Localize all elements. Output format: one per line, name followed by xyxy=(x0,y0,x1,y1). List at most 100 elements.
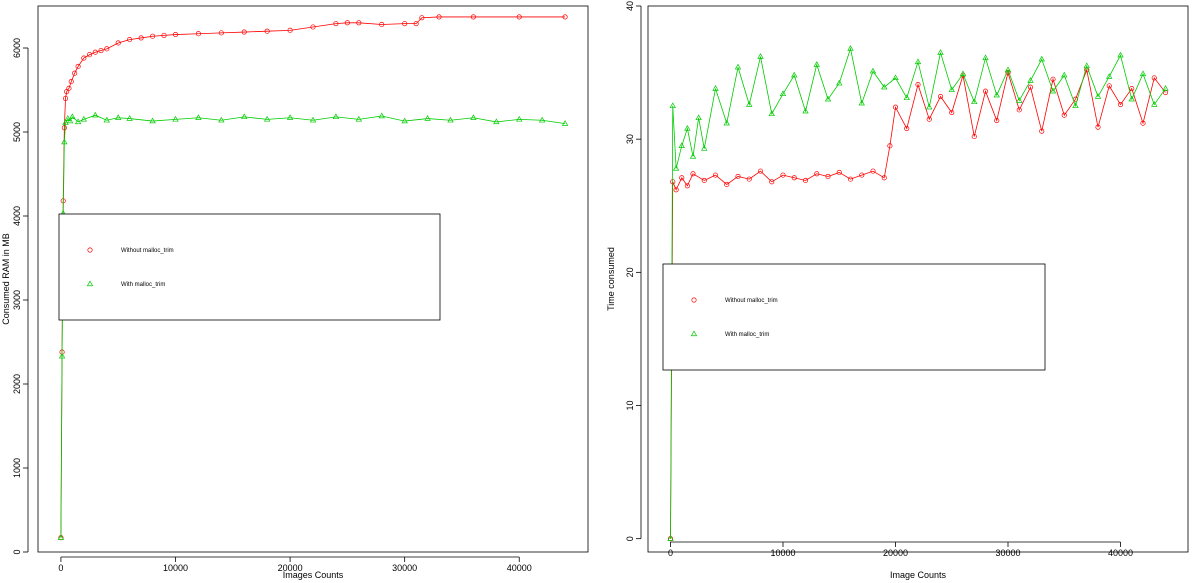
x-axis: 0 10000 20000 30000 40000 xyxy=(58,556,532,573)
data-point xyxy=(926,103,933,110)
data-point xyxy=(74,118,82,125)
data-point xyxy=(914,58,922,65)
data-point xyxy=(470,114,477,120)
data-point xyxy=(791,71,798,78)
data-point xyxy=(746,176,752,182)
data-point xyxy=(1162,85,1169,91)
data-point xyxy=(1016,97,1023,103)
data-point xyxy=(64,115,71,121)
x-tick-label: 10000 xyxy=(770,548,795,558)
data-point xyxy=(1128,95,1135,102)
data-point xyxy=(673,187,679,193)
data-point xyxy=(68,79,74,85)
x-axis: 0 10000 20000 30000 40000 xyxy=(668,541,1133,558)
data-point xyxy=(61,138,68,145)
legend-marker-triangle xyxy=(690,330,698,337)
data-point xyxy=(959,70,967,77)
data-point xyxy=(684,183,690,189)
data-point xyxy=(69,113,76,120)
data-point xyxy=(218,30,224,36)
data-point xyxy=(802,107,809,114)
data-point xyxy=(858,99,865,106)
y-axis-title: Time consumed xyxy=(606,247,616,311)
data-point xyxy=(92,111,99,118)
data-point xyxy=(57,534,65,540)
data-point xyxy=(263,115,271,122)
data-point xyxy=(1094,93,1102,99)
data-point xyxy=(1049,87,1057,94)
data-point xyxy=(402,21,408,27)
data-point xyxy=(561,120,569,126)
y-tick-label: 0 xyxy=(12,549,22,554)
data-point xyxy=(1016,107,1022,113)
data-point xyxy=(470,14,476,20)
x-tick-label: 10000 xyxy=(163,563,188,573)
data-point xyxy=(1117,51,1124,58)
data-point xyxy=(690,171,696,177)
data-point xyxy=(286,114,294,120)
data-point xyxy=(836,79,843,86)
data-point xyxy=(161,32,167,38)
data-point xyxy=(757,168,764,174)
data-point xyxy=(195,31,201,37)
data-point xyxy=(493,118,500,125)
data-point xyxy=(562,14,568,20)
data-point xyxy=(791,175,797,181)
data-point xyxy=(1072,102,1079,109)
data-point xyxy=(993,91,1000,98)
data-point xyxy=(1106,73,1113,79)
y-tick-label: 10 xyxy=(625,401,635,411)
data-point xyxy=(80,115,88,122)
data-point xyxy=(1061,112,1067,118)
x-axis-title: Images Counts xyxy=(283,570,344,580)
data-point xyxy=(1083,62,1090,69)
data-point xyxy=(87,52,93,58)
x-axis-title: Image Counts xyxy=(890,570,947,580)
data-point xyxy=(356,20,362,26)
series-with-malloc-trim xyxy=(667,45,1169,541)
x-tick-label: 40000 xyxy=(507,563,532,573)
data-point xyxy=(1151,75,1157,81)
data-point xyxy=(948,86,955,93)
data-point xyxy=(869,67,877,74)
data-point xyxy=(892,104,899,110)
legend-marker-circle xyxy=(87,247,93,253)
series-line xyxy=(60,114,566,538)
data-point xyxy=(734,63,742,70)
data-point xyxy=(92,49,98,55)
data-point xyxy=(847,176,854,182)
data-point xyxy=(735,173,741,180)
data-point xyxy=(903,94,910,101)
data-point xyxy=(904,125,910,132)
time-chart: 0 10 20 30 40 0 10000 20000 30000 40000 Image Coun… xyxy=(606,1,1189,580)
data-point xyxy=(115,114,122,120)
series-line xyxy=(670,68,1166,539)
data-point xyxy=(757,53,764,59)
y-tick-label: 3000 xyxy=(12,290,22,310)
data-point xyxy=(982,54,989,61)
data-point xyxy=(149,117,156,124)
legend-box xyxy=(58,213,441,321)
data-point xyxy=(701,177,707,184)
data-point xyxy=(436,14,442,20)
data-point xyxy=(401,117,408,124)
data-point xyxy=(126,115,133,121)
data-point xyxy=(746,101,753,107)
data-point xyxy=(310,24,316,30)
data-point xyxy=(309,116,317,123)
data-point xyxy=(814,171,820,177)
data-point xyxy=(780,172,786,178)
series-with-malloc-trim xyxy=(57,111,569,540)
data-point xyxy=(689,152,697,159)
y-tick-label: 0 xyxy=(625,536,635,541)
data-point xyxy=(836,169,842,176)
data-point xyxy=(892,74,899,81)
data-point xyxy=(723,119,730,126)
data-point xyxy=(802,177,809,184)
data-point xyxy=(881,175,887,181)
y-tick-label: 4000 xyxy=(12,206,22,226)
x-tick-label: 0 xyxy=(58,563,63,573)
data-point xyxy=(825,173,831,180)
data-point xyxy=(419,15,425,21)
